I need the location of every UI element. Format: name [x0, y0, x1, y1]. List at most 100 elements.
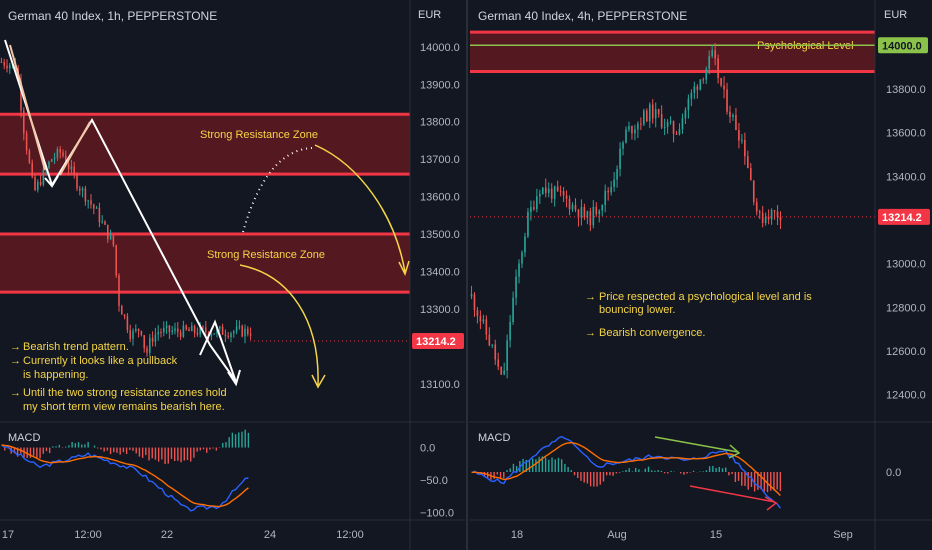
left-signal-line	[1, 444, 249, 508]
right-candle	[559, 191, 562, 193]
right-candle	[527, 211, 529, 237]
right-candle	[702, 79, 705, 81]
right-candle	[666, 121, 669, 127]
right-candle	[651, 104, 654, 119]
left-candle	[126, 316, 129, 331]
right-candle	[547, 188, 550, 193]
right-candle	[687, 98, 690, 111]
left-candle	[196, 332, 199, 335]
left-trend-leg	[59, 121, 91, 176]
right-candle	[645, 110, 648, 122]
left-x-tick-label: 12:00	[74, 529, 102, 541]
right-chart-panel: Psychological Level German 40 Index, 4h,…	[469, 0, 932, 550]
left-macd-line	[1, 444, 249, 512]
right-candle	[761, 212, 764, 223]
right-candle	[741, 139, 743, 141]
right-y-tick-label: 13800.0	[886, 84, 926, 96]
right-candle	[571, 204, 574, 210]
right-zone-fill	[470, 32, 875, 72]
left-y-tick-label: 13900.0	[420, 79, 460, 91]
right-candle	[631, 126, 633, 134]
right-y-tick-label: 12400.0	[886, 390, 926, 402]
left-trend-leg	[9, 44, 46, 171]
right-x-tick-label: Sep	[833, 529, 853, 541]
right-candle	[773, 210, 776, 212]
right-candle	[678, 129, 681, 135]
right-candle	[473, 294, 476, 310]
left-zone-label: Strong Resistance Zone	[200, 129, 318, 141]
arrow-head-icon	[728, 444, 741, 459]
left-x-tick-label: 17	[2, 529, 14, 541]
left-chart-panel: Strong Resistance Zone Strong Resistance …	[0, 0, 465, 550]
left-candle	[73, 166, 75, 175]
right-candle	[601, 204, 604, 211]
note-arrow-icon: →	[585, 327, 596, 339]
right-candle	[732, 115, 734, 117]
left-candle	[177, 328, 179, 333]
right-candle	[562, 191, 565, 196]
right-candle	[705, 68, 708, 80]
left-candle	[37, 181, 39, 190]
left-candle	[151, 337, 154, 342]
right-candle	[723, 85, 725, 90]
left-candle	[247, 328, 249, 335]
right-candle	[541, 187, 544, 195]
right-candle	[660, 114, 663, 128]
right-candle	[720, 78, 722, 86]
left-candle	[185, 325, 187, 330]
right-candle	[592, 206, 595, 226]
left-candle	[87, 200, 89, 202]
left-y-tick-label: 14000.0	[420, 42, 460, 54]
left-candle	[199, 326, 201, 335]
left-zone-fill	[0, 234, 410, 293]
left-candle	[249, 334, 252, 336]
right-candle	[657, 109, 660, 115]
right-candle	[518, 263, 520, 277]
right-candle	[583, 207, 586, 218]
right-candle	[717, 58, 719, 79]
right-candle	[669, 121, 672, 123]
left-candle	[182, 325, 185, 337]
left-candle	[146, 348, 148, 353]
right-candle	[755, 202, 758, 212]
left-y-tick-label: 13800.0	[420, 117, 460, 129]
right-candle	[500, 366, 503, 375]
left-chart-title: German 40 Index, 1h, PEPPERSTONE	[8, 9, 217, 23]
left-candle	[31, 162, 33, 177]
left-y-tick-label: 13100.0	[420, 379, 460, 391]
left-candle	[193, 325, 196, 333]
left-candle	[28, 150, 31, 163]
left-candle	[205, 327, 207, 333]
right-level-label: 14000.0	[882, 40, 922, 52]
right-candle	[637, 123, 639, 130]
left-candle	[42, 169, 45, 185]
left-candle	[9, 64, 11, 69]
right-candle	[553, 186, 556, 199]
right-candle	[604, 190, 607, 205]
left-candle	[107, 224, 109, 240]
right-notes: → Price respected a psychological level …	[585, 291, 812, 339]
left-x-tick-label: 12:00	[336, 529, 364, 541]
left-zone-fill	[0, 114, 410, 175]
right-candle	[690, 92, 693, 99]
arrow-head-icon	[764, 496, 778, 511]
left-candle	[3, 61, 5, 66]
left-note-4: Until the two strong resistance zones ho…	[23, 387, 227, 399]
right-candle	[598, 210, 601, 215]
left-y-tick-label: 13400.0	[420, 266, 460, 278]
right-candle	[539, 194, 541, 197]
left-candle	[238, 326, 241, 328]
arrow-head-icon	[227, 369, 241, 387]
left-note-1: Bearish trend pattern.	[23, 341, 129, 353]
left-candle	[241, 326, 243, 337]
left-candle	[59, 149, 61, 153]
right-candle	[521, 252, 523, 264]
right-candle	[488, 334, 491, 346]
left-candle	[112, 235, 115, 246]
right-note-1: Price respected a psychological level an…	[599, 291, 812, 303]
left-y-tick-label: 13300.0	[420, 304, 460, 316]
left-macd-label: MACD	[8, 432, 40, 444]
right-y-tick-label: 12600.0	[886, 346, 926, 358]
right-candle	[479, 316, 482, 322]
